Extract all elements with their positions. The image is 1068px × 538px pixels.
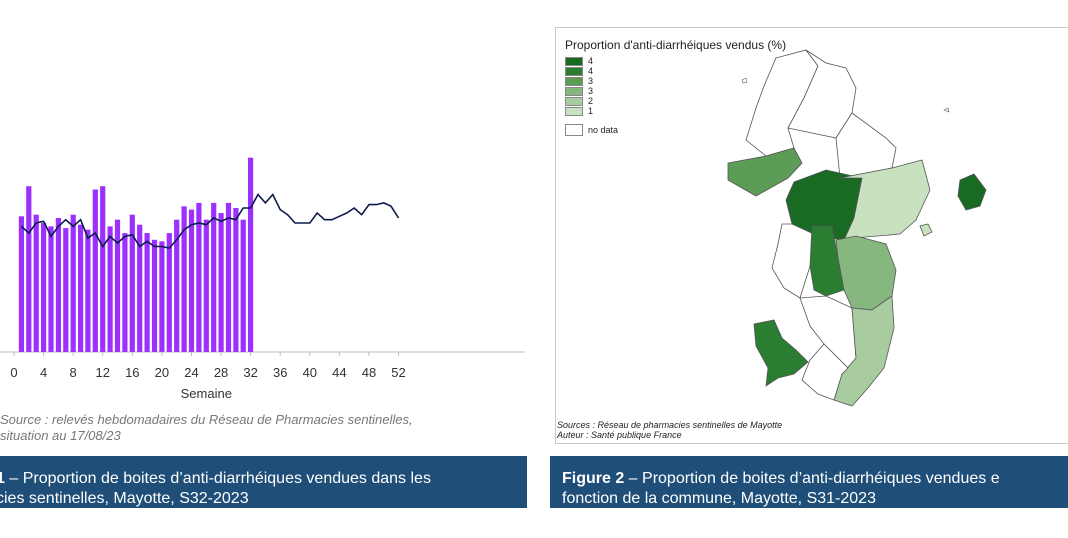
bar-week-28: [218, 213, 224, 352]
map-legend-title: Proportion d'anti-diarrhéiques vendus (%…: [565, 38, 787, 52]
legend-label: 4: [588, 56, 594, 66]
legend-item-2: 3: [565, 77, 618, 86]
legend-swatch: [565, 87, 583, 96]
mayotte-choropleth-map: [727, 49, 987, 407]
bar-week-24: [188, 209, 195, 352]
bar-week-7: [63, 228, 69, 353]
legend-swatch: [565, 107, 583, 116]
bar-week-9: [78, 224, 84, 352]
bar-week-13: [107, 226, 113, 352]
figure1-caption-text: – Proportion de boites d’anti-diarrhéiqu…: [4, 470, 431, 487]
bar-week-1: [18, 216, 24, 352]
legend-item-4: 2: [565, 97, 618, 106]
x-tick-label-36: 36: [273, 365, 287, 380]
x-tick-label-28: 28: [214, 365, 228, 380]
chart1-source-line2: situation au 17/08/23: [0, 428, 121, 443]
legend-swatch: [565, 57, 583, 66]
bar-week-23: [181, 206, 187, 352]
bar-week-5: [48, 226, 54, 352]
x-tick-label-0: 0: [10, 365, 17, 380]
bar-week-30: [233, 208, 239, 352]
x-tick-label-20: 20: [155, 365, 169, 380]
bar-week-22: [174, 219, 180, 352]
x-tick-label-24: 24: [184, 365, 198, 380]
legend-item-1: 4: [565, 67, 618, 76]
legend-label: no data: [588, 124, 619, 135]
figure1-caption: 1 – Proportion de boites d’anti-diarrhéi…: [0, 456, 527, 508]
figure2-caption-text: – Proportion de boites d’anti-diarrhéiqu…: [624, 470, 1000, 487]
bar-week-27: [211, 202, 217, 352]
map-legend: 4 4 3 3 2 1 no data: [565, 57, 618, 137]
legend-label: 3: [588, 76, 594, 86]
bar-week-26: [203, 219, 209, 352]
map-source: Sources : Réseau de pharmacies sentinell…: [557, 420, 782, 440]
x-tick-label-4: 4: [40, 365, 47, 380]
figure1-caption-line2: cies sentinelles, Mayotte, S32-2023: [0, 490, 249, 507]
legend-item-0: 4: [565, 57, 618, 66]
bar-week-21: [166, 233, 172, 352]
bar-week-20: [159, 241, 165, 352]
islet-east: [943, 107, 950, 113]
bar-week-16: [129, 214, 135, 352]
commune-petite-terre: [957, 173, 987, 211]
bar-week-17: [137, 224, 143, 352]
figure2-caption: Figure 2 – Proportion de boites d’anti-d…: [550, 456, 1068, 508]
commune-west-coast: [727, 147, 803, 197]
figure2-caption-number: Figure 2: [562, 470, 625, 487]
figure1-caption-number: 1: [0, 470, 5, 487]
commune-south: [801, 343, 849, 401]
legend-swatch: [565, 124, 583, 136]
x-tick-label-44: 44: [332, 365, 346, 380]
legend-item-5: 1: [565, 107, 618, 116]
bar-week-8: [70, 214, 76, 352]
islet-small: [741, 77, 748, 84]
islet: [919, 223, 933, 237]
commune-central: [809, 225, 845, 297]
bar-week-31: [240, 219, 246, 352]
bar-week-29: [225, 202, 232, 352]
legend-label: 3: [588, 86, 594, 96]
map-source-line2: Auteur : Santé publique France: [557, 430, 682, 440]
x-axis-title: Semaine: [181, 386, 232, 401]
legend-swatch: [565, 67, 583, 76]
figure2-caption-line2: fonction de la commune, Mayotte, S31-202…: [562, 490, 876, 507]
x-tick-label-16: 16: [125, 365, 139, 380]
bar-week-14: [114, 219, 121, 352]
legend-item-3: 3: [565, 87, 618, 96]
legend-swatch: [565, 77, 583, 86]
x-tick-label-52: 52: [391, 365, 405, 380]
legend-label: 2: [588, 96, 594, 106]
bar-week-18: [144, 233, 150, 352]
chart1-source: Source : relevés hebdomadaires du Réseau…: [0, 412, 530, 444]
bar-week-4: [41, 223, 47, 352]
legend-label: 1: [588, 106, 594, 116]
commune-east-central: [835, 235, 897, 311]
map-source-line1: Sources : Réseau de pharmacies sentinell…: [557, 420, 783, 430]
commune-south-west: [753, 319, 809, 387]
bar-week-10: [85, 229, 91, 352]
legend-label: 4: [588, 66, 594, 76]
bar-week-15: [122, 233, 128, 352]
bar-week-32: [248, 157, 254, 352]
x-tick-label-8: 8: [70, 365, 77, 380]
bar-week-6: [55, 218, 61, 352]
bar-week-12: [100, 186, 106, 352]
legend-swatch: [565, 97, 583, 106]
x-tick-label-12: 12: [96, 365, 110, 380]
x-tick-label-48: 48: [362, 365, 376, 380]
trend-line: [20, 193, 400, 249]
x-tick-label-32: 32: [243, 365, 257, 380]
legend-item-6: no data: [565, 124, 618, 136]
chart1-source-line1: Source : relevés hebdomadaires du Réseau…: [0, 412, 413, 427]
x-tick-label-40: 40: [303, 365, 317, 380]
bar-week-11: [92, 189, 98, 352]
commune-north-east-light: [839, 159, 931, 241]
bar-week-2: [26, 186, 32, 352]
bar-week-25: [196, 202, 202, 352]
bar-week-3: [33, 214, 39, 352]
bar-week-19: [151, 239, 158, 352]
